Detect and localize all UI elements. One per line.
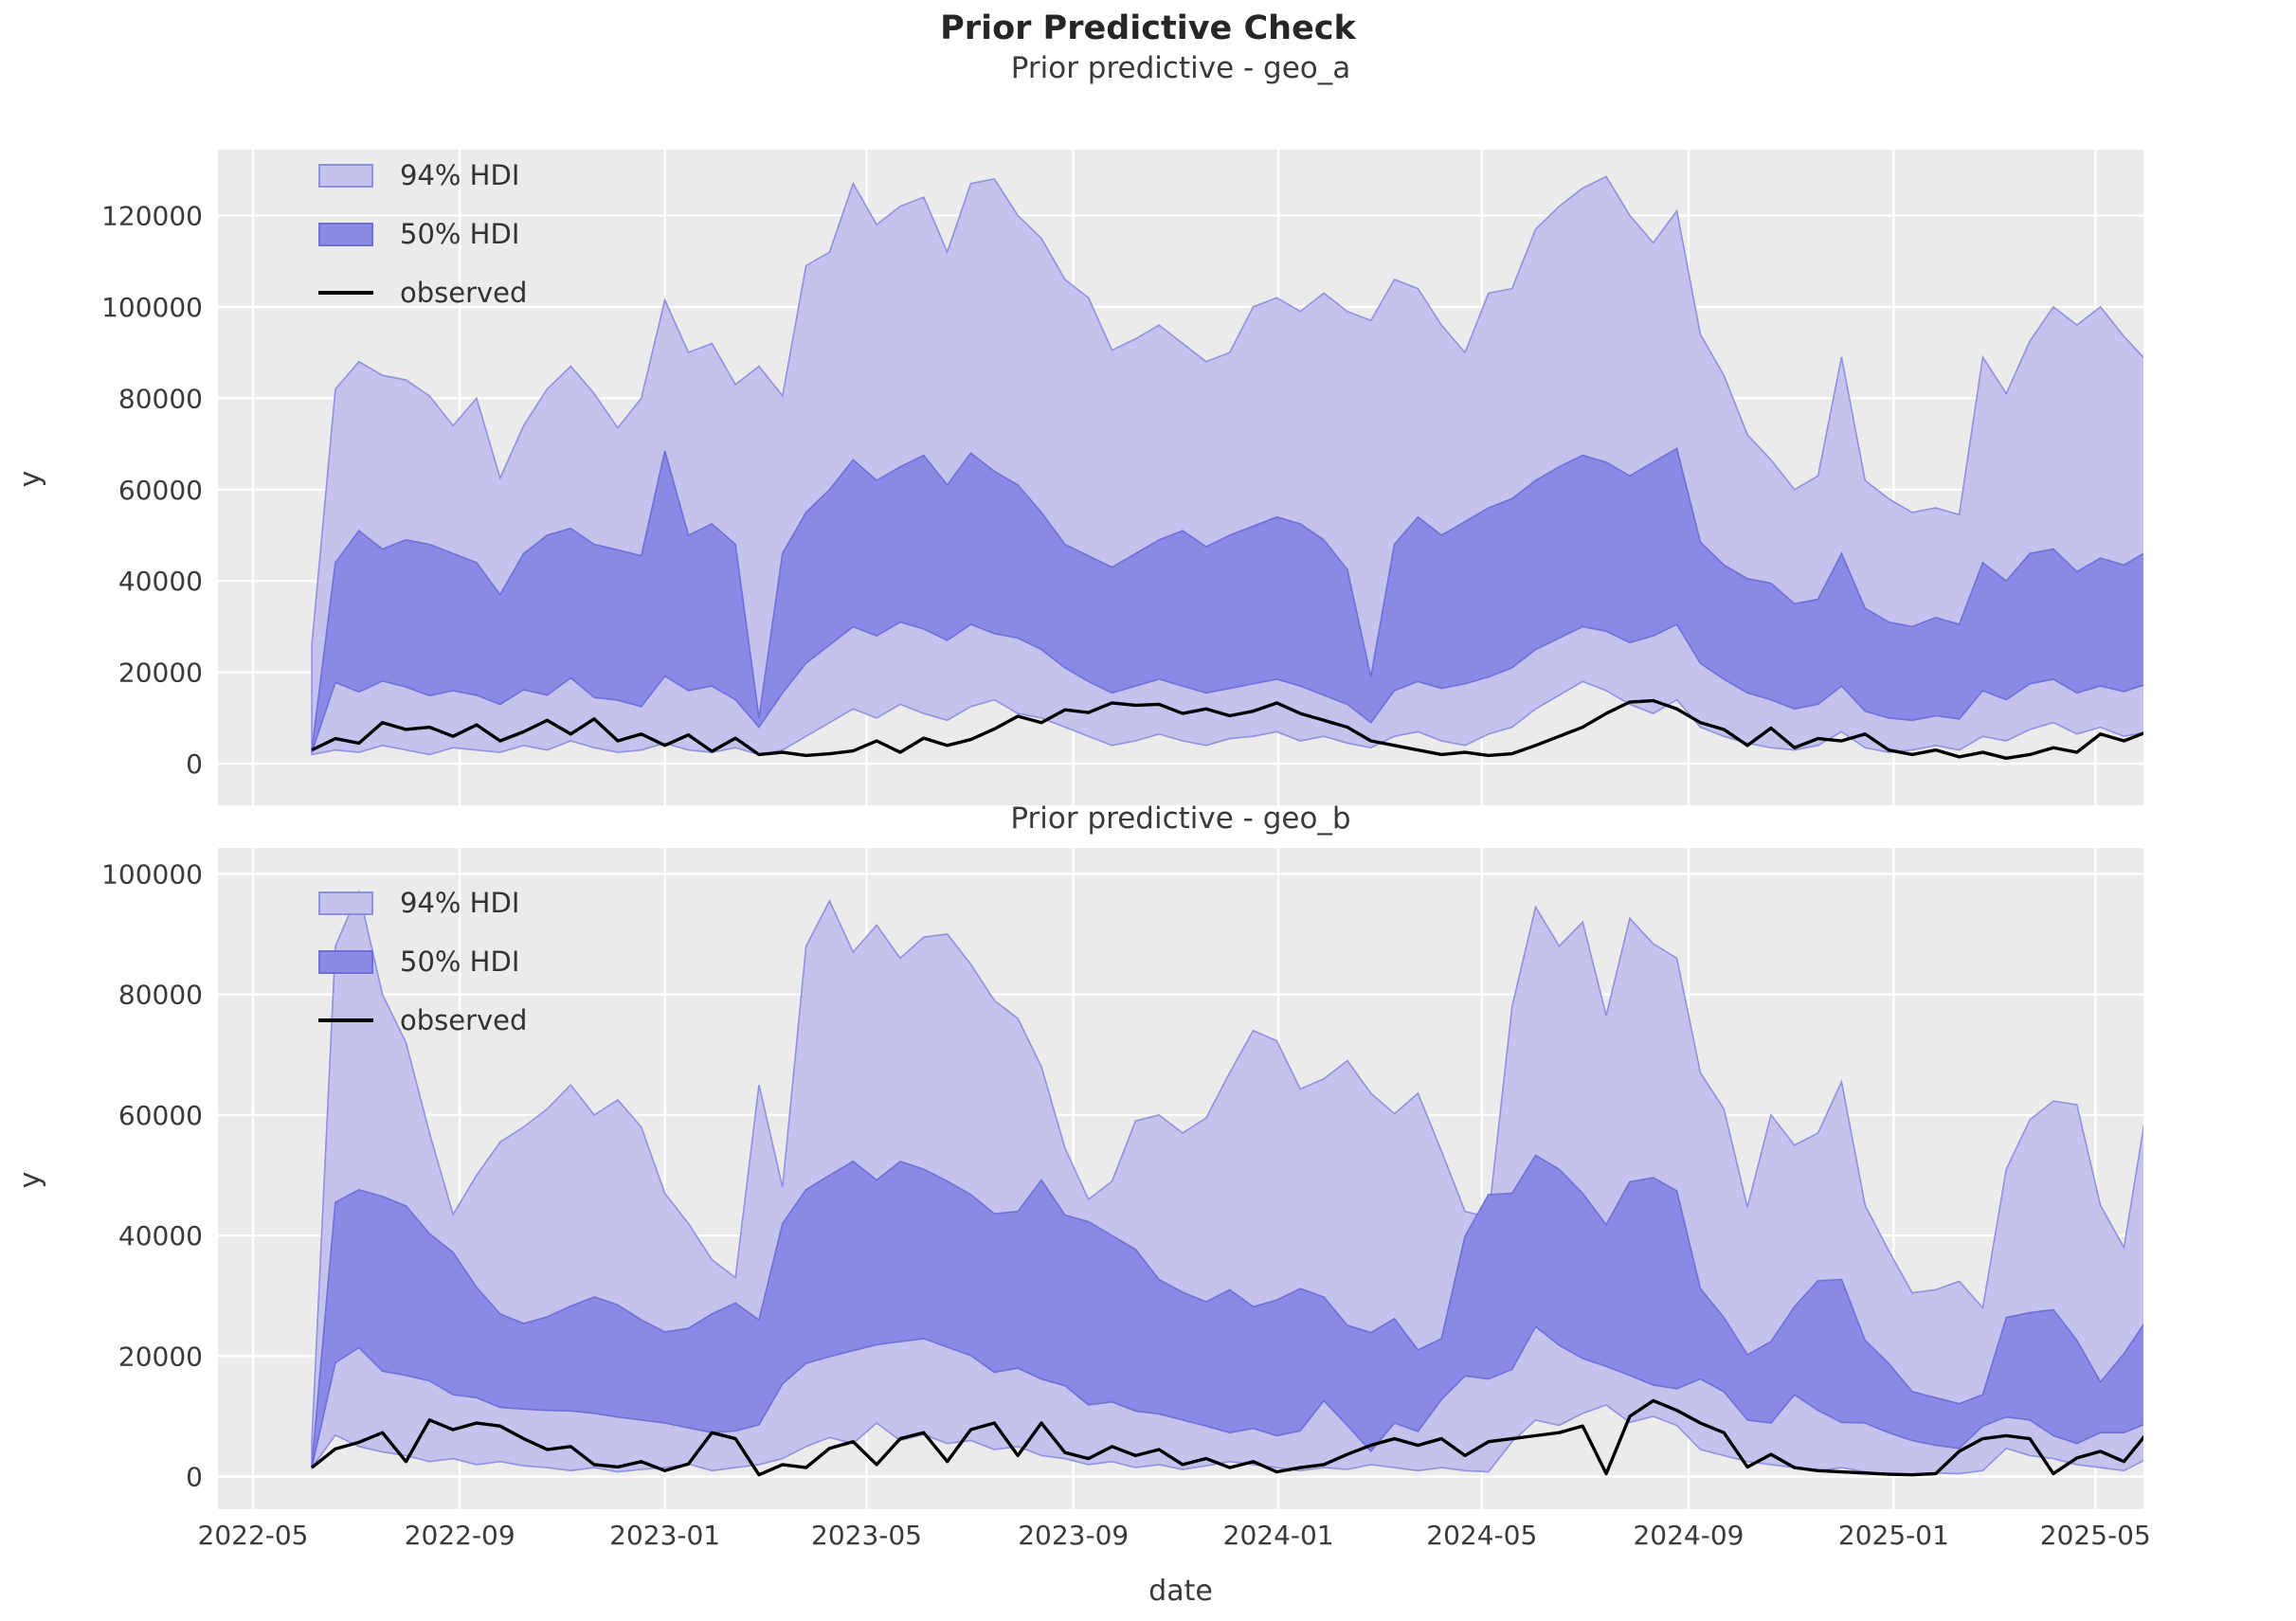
figure-title: Prior Predictive Check (940, 9, 1356, 47)
legend-label: 94% HDI (400, 159, 520, 191)
legend-label: 50% HDI (400, 218, 520, 250)
hdi50-swatch-icon (318, 949, 373, 974)
legend-label: 94% HDI (400, 887, 520, 919)
y-tick-label: 0 (186, 748, 203, 780)
observed-line-icon (318, 1018, 373, 1022)
legend-item-94-hdi: 94% HDI (318, 887, 527, 919)
hdi50-band (311, 447, 2143, 753)
x-axis-label: date (1148, 1575, 1213, 1608)
hdi94-swatch-icon (318, 891, 373, 915)
y-tick-label: 80000 (118, 383, 203, 414)
y-tick-label: 60000 (118, 475, 203, 506)
legend-item-50-hdi: 50% HDI (318, 218, 527, 250)
subplot-title-geo-b: Prior predictive - geo_b (1010, 801, 1351, 836)
legend-item-94-hdi: 94% HDI (318, 159, 527, 191)
legend-label: observed (400, 1004, 528, 1036)
observed-line (311, 698, 2143, 761)
hdi50-swatch-icon (318, 222, 373, 246)
y-axis-label-geo-a: y (13, 470, 47, 488)
y-tick-label: 100000 (101, 292, 203, 323)
legend-label: observed (400, 277, 528, 309)
hdi94-swatch-icon (318, 163, 373, 188)
y-tick-label: 120000 (101, 200, 203, 231)
legend-label: 50% HDI (400, 946, 520, 978)
subplot-title-geo-a: Prior predictive - geo_a (1010, 51, 1351, 85)
observed-line-icon (318, 291, 373, 295)
y-axis-label-geo-b: y (13, 1171, 47, 1189)
y-tick-label: 20000 (118, 657, 203, 689)
legend-item-observed: observed (318, 277, 527, 309)
legend-geo-b: 94% HDI 50% HDI observed (318, 887, 527, 1067)
legend-item-observed: observed (318, 1004, 527, 1036)
y-tick-label: 40000 (118, 566, 203, 597)
legend-geo-a: 94% HDI 50% HDI observed (318, 159, 527, 339)
legend-item-50-hdi: 50% HDI (318, 946, 527, 978)
